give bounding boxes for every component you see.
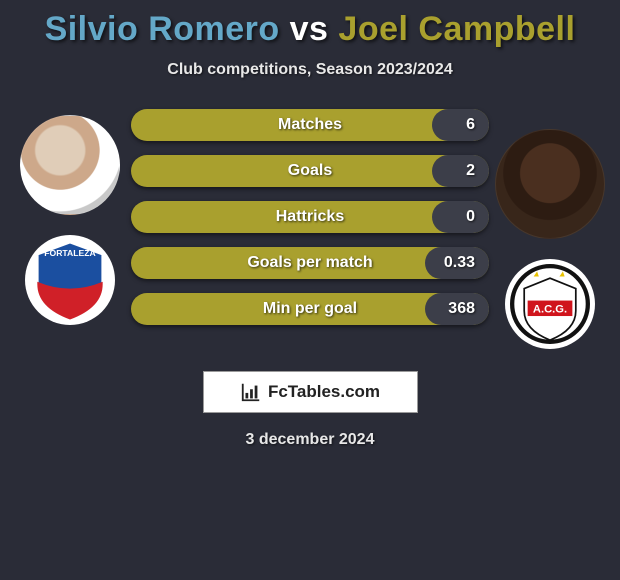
stat-row: Goals2 xyxy=(131,155,489,187)
page-title: Silvio Romero vs Joel Campbell xyxy=(0,10,620,49)
bar-label: Min per goal xyxy=(131,293,489,325)
left-column: FORTALEZA xyxy=(15,109,125,325)
bar-label: Goals per match xyxy=(131,247,489,279)
main-row: FORTALEZA Matches6 Goals2 Hattricks0 Goals … xyxy=(0,109,620,349)
bar-right-value: 368 xyxy=(448,293,475,325)
stat-row: Matches6 xyxy=(131,109,489,141)
bar-right-value: 6 xyxy=(466,109,475,141)
title-player1: Silvio Romero xyxy=(45,10,280,48)
subtitle: Club competitions, Season 2023/2024 xyxy=(0,61,620,79)
player2-avatar xyxy=(495,129,605,239)
club1-badge: FORTALEZA xyxy=(25,235,115,325)
date-label: 3 december 2024 xyxy=(0,431,620,449)
bar-label: Hattricks xyxy=(131,201,489,233)
brand-label: FcTables.com xyxy=(268,382,380,402)
bar-label: Matches xyxy=(131,109,489,141)
club2-badge-svg: A.C.G. xyxy=(507,261,593,347)
bar-right-value: 0.33 xyxy=(444,247,475,279)
club1-label: FORTALEZA xyxy=(44,248,95,258)
stat-bars: Matches6Goals2Hattricks0Goals per match0… xyxy=(125,109,495,325)
comparison-card: Silvio Romero vs Joel Campbell Club comp… xyxy=(0,0,620,449)
stat-row: Hattricks0 xyxy=(131,201,489,233)
club2-label: A.C.G. xyxy=(533,304,567,316)
chart-icon xyxy=(240,381,262,403)
bar-right-value: 0 xyxy=(466,201,475,233)
bar-label: Goals xyxy=(131,155,489,187)
title-player2: Joel Campbell xyxy=(338,10,575,48)
bar-right-value: 2 xyxy=(466,155,475,187)
club2-badge: A.C.G. xyxy=(505,259,595,349)
club1-badge-svg: FORTALEZA xyxy=(27,237,113,323)
player1-avatar xyxy=(20,115,120,215)
stat-row: Min per goal368 xyxy=(131,293,489,325)
stat-row: Goals per match0.33 xyxy=(131,247,489,279)
title-vs: vs xyxy=(290,10,329,48)
brand-box[interactable]: FcTables.com xyxy=(203,371,418,413)
right-column: A.C.G. xyxy=(495,109,605,349)
